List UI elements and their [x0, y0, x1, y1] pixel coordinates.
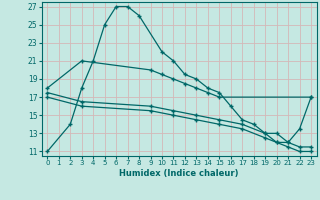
X-axis label: Humidex (Indice chaleur): Humidex (Indice chaleur)	[119, 169, 239, 178]
